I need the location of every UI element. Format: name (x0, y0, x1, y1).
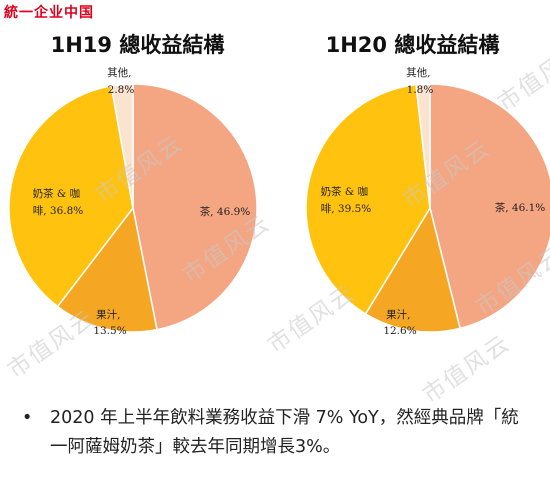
chart-title-1h19: 1H19 總收益結構 (50, 33, 225, 57)
slice-label-other-1h20: 其他, 1.8% (406, 66, 434, 96)
pie-slice-tea-1h20 (429, 83, 550, 330)
pie-slice-tea-1h19 (132, 83, 258, 331)
pie-chart-1h20 (305, 83, 550, 333)
pie-charts: 茶, 46.9% 果汁, 13.5% 奶茶 & 咖 啡, 36.8% 其他, 2… (8, 66, 550, 337)
pie-slice-juice-1h19 (56, 206, 158, 333)
brand-logo-text: 統一企业中国 (4, 5, 94, 21)
bullet-icon: • (22, 408, 33, 428)
summary-text: 2020 年上半年飲料業務收益下滑 7% YoY，然經典品牌「統一阿薩姆奶茶」較… (50, 408, 519, 457)
pie-slice-other-1h19 (110, 83, 134, 209)
pie-slice-other-1h20 (415, 83, 431, 209)
slice-label-tea-1h20: 茶, 46.1% (495, 201, 546, 214)
chart-title-1h20: 1H20 總收益結構 (325, 33, 500, 57)
slice-label-other-1h19: 其他, 2.8% (107, 66, 135, 96)
pie-chart-1h19 (8, 83, 258, 333)
pie-slice-milk-tea-coffee-1h19 (8, 85, 134, 308)
slice-label-milk-1h20: 奶茶 & 咖 啡, 39.5% (321, 185, 372, 215)
slice-label-juice-1h19: 果汁, 13.5% (93, 308, 126, 337)
pie-slice-milk-tea-coffee-1h20 (305, 83, 431, 315)
slice-label-milk-1h19: 奶茶 & 咖 啡, 36.8% (33, 187, 84, 217)
pie-slice-juice-1h20 (364, 206, 461, 333)
slice-label-tea-1h19: 茶, 46.9% (200, 205, 251, 218)
slice-label-juice-1h20: 果汁, 12.6% (383, 308, 416, 337)
